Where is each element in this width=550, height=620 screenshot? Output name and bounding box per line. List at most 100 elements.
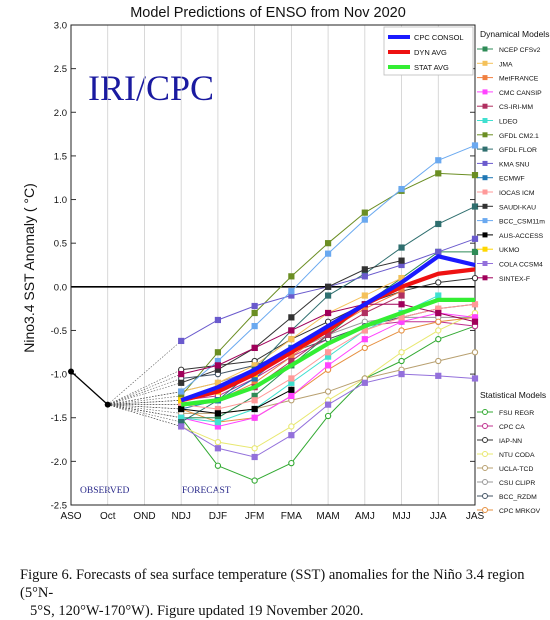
statistical-legend-label: CPC MRKOV (499, 508, 541, 515)
consensus-legend-label: CPC CONSOL (414, 33, 464, 42)
statistical-legend-title: Statistical Models (480, 390, 546, 400)
dynamical-model-point (288, 273, 295, 280)
dynamical-legend-marker (482, 160, 488, 166)
y-tick-label: -1.5 (51, 413, 67, 424)
y-axis-label: Nino3.4 SST Anomaly ( °C) (21, 183, 37, 353)
dynamical-model-point (324, 349, 332, 356)
dynamical-legend-marker (482, 60, 488, 66)
x-tick-label: Oct (100, 511, 116, 522)
statistical-model-point (398, 357, 405, 365)
forecast-connector (107, 382, 182, 405)
plot-area (71, 25, 475, 505)
statistical-model-point (435, 357, 442, 365)
dynamical-model-point (471, 375, 479, 382)
dynamical-model-point (178, 405, 185, 413)
statistical-model-point (251, 445, 258, 452)
statistical-model-point (435, 279, 442, 286)
dynamical-model-point (251, 322, 258, 330)
dynamical-model-point (214, 316, 222, 324)
x-tick-label: JAS (466, 511, 485, 522)
x-tick-label: JFM (245, 511, 264, 522)
dynamical-legend-marker (482, 218, 488, 224)
dynamical-model-point (361, 336, 368, 343)
dynamical-legend-marker (482, 203, 488, 209)
dynamical-legend-label: MetFRANCE (499, 76, 539, 83)
forecast-connector (107, 395, 182, 405)
dynamical-model-point (288, 432, 295, 439)
dynamical-model-point (251, 309, 258, 317)
dynamical-model-point (251, 405, 258, 413)
statistical-legend-marker (482, 423, 488, 429)
dynamical-model-point (435, 157, 442, 164)
dynamical-model-point (178, 423, 185, 430)
x-tick-label: ASO (60, 511, 81, 522)
consensus-line (180, 267, 476, 403)
statistical-model-point (435, 318, 442, 325)
statistical-model-point (435, 336, 442, 343)
dynamical-legend-label: GFDL CM2.1 (499, 133, 539, 140)
dynamical-model-point (398, 257, 405, 264)
statistical-legend-label: UCLA-TCD (499, 466, 533, 473)
x-tick-label: OND (133, 511, 155, 522)
statistical-model-point (471, 349, 479, 356)
dynamical-model-point (288, 327, 295, 334)
dynamical-legend-label: COLA CCSM4 (499, 262, 543, 269)
dynamical-legend-label: SAUDI-KAU (499, 204, 536, 211)
y-tick-label: 1.5 (54, 151, 67, 162)
dynamical-model-point (178, 388, 185, 395)
dynamical-model-point (361, 379, 368, 386)
dynamical-model-point (288, 386, 295, 393)
plot-background (71, 25, 475, 505)
dynamical-legend-marker (482, 175, 488, 181)
dynamical-model-point (178, 337, 185, 345)
dynamical-model-point (435, 248, 442, 256)
dynamical-legend-label: UKMO (499, 247, 519, 254)
dynamical-model-point (361, 266, 368, 273)
statistical-model-point (324, 388, 332, 395)
statistical-legend-label: BCC_RZDM (499, 494, 537, 501)
dynamical-model-point (251, 397, 258, 404)
dynamical-model-point (288, 314, 295, 321)
dynamical-model-point (251, 414, 258, 421)
dynamical-model-point (398, 301, 405, 308)
forecast-connector (107, 340, 182, 405)
chart-title: Model Predictions of ENSO from Nov 2020 (130, 5, 406, 21)
dynamical-model-point (435, 309, 442, 317)
statistical-legend-marker (482, 479, 488, 485)
dynamical-legend-label: NCEP CFSv2 (499, 47, 541, 54)
dynamical-model-point (361, 309, 368, 317)
dynamical-legend-label: BCC_CSM11m (499, 219, 545, 226)
statistical-legend-marker (482, 451, 488, 457)
dynamical-model-point (471, 203, 479, 210)
dynamical-legend-marker (482, 146, 488, 152)
dynamical-legend-label: ECMWF (499, 176, 525, 183)
dynamical-legend-title: Dynamical Models (480, 29, 549, 39)
dynamical-legend-label: LDEO (499, 119, 518, 126)
figure-caption: Figure 6. Forecasts of sea surface tempe… (20, 566, 540, 620)
dynamical-model-point (361, 273, 368, 280)
statistical-legend-marker (482, 409, 488, 415)
observed-line (70, 370, 109, 406)
dynamical-model-point (214, 410, 222, 417)
dynamical-model-point (361, 216, 368, 223)
forecast-connector (107, 373, 182, 405)
y-tick-label: 2.0 (54, 108, 67, 119)
x-tick-label: NDJ (171, 511, 190, 522)
y-tick-label: 2.5 (54, 64, 67, 75)
dynamical-legend-label: JMA (499, 61, 513, 68)
dynamical-model-point (361, 292, 368, 299)
dynamical-model-point (398, 244, 405, 251)
dynamical-legend-marker (482, 261, 488, 266)
statistical-legend-marker (482, 465, 488, 471)
statistical-model-point (324, 412, 332, 420)
dynamical-legend-label: CS-IRI-MM (499, 104, 533, 111)
statistical-legend-label: FSU REGR (499, 410, 534, 417)
consensus-line (180, 297, 475, 407)
dynamical-model-point (471, 142, 479, 149)
forecast-connector (107, 404, 182, 423)
x-tick-label: MJJ (392, 511, 410, 522)
dynamical-model-line (181, 389, 292, 414)
dynamical-model-point (398, 370, 405, 378)
dynamical-model-point (435, 170, 442, 177)
x-tick-label: JJA (430, 511, 447, 522)
